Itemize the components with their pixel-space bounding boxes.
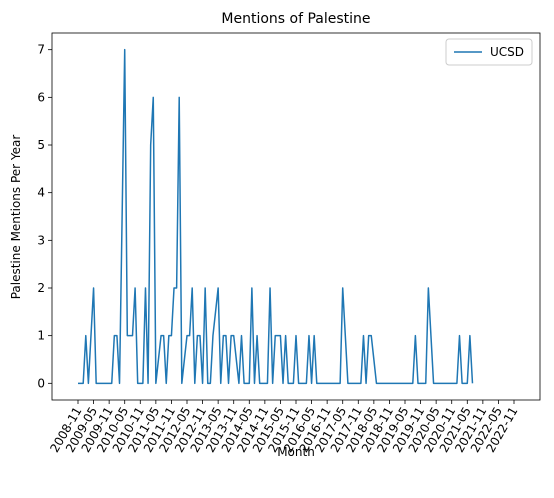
x-axis-label: Month bbox=[277, 445, 315, 459]
y-tick-label: 6 bbox=[37, 90, 45, 104]
y-tick-label: 1 bbox=[37, 329, 45, 343]
y-tick-label: 4 bbox=[37, 186, 45, 200]
plot-area bbox=[51, 32, 541, 401]
y-tick-label: 3 bbox=[37, 233, 45, 247]
y-tick-label: 2 bbox=[37, 281, 45, 295]
y-axis: 0 1 2 3 4 5 6 7 bbox=[37, 43, 52, 390]
y-tick-label: 7 bbox=[37, 43, 45, 57]
y-tick-label: 0 bbox=[37, 376, 45, 390]
series-line-ucsd bbox=[78, 48, 474, 385]
legend: UCSD bbox=[445, 38, 533, 66]
chart-title: Mentions of Palestine bbox=[221, 11, 370, 27]
y-axis-label: Palestine Mentions Per Year bbox=[9, 135, 23, 300]
y-tick-label: 5 bbox=[37, 138, 45, 152]
legend-box bbox=[445, 38, 533, 66]
x-axis: 2008-112009-052009-112010-052010-112011-… bbox=[47, 400, 521, 455]
legend-label: UCSD bbox=[490, 45, 524, 59]
